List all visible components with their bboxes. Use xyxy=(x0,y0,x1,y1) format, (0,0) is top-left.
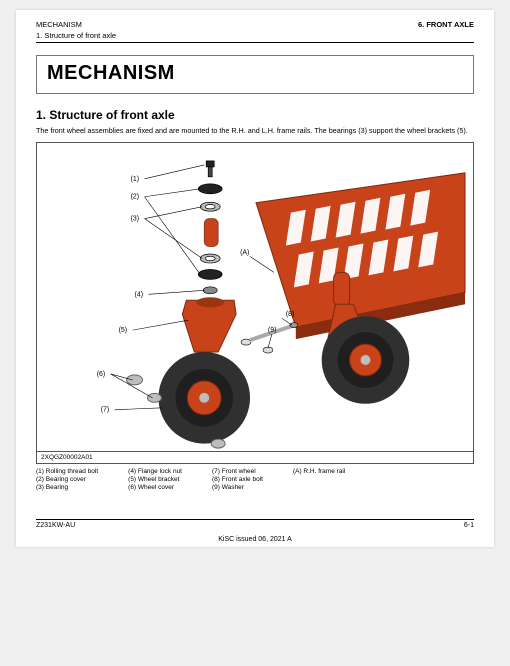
legend-col-2: (4) Flange lock nut (5) Wheel bracket (6… xyxy=(128,468,182,491)
svg-text:(8): (8) xyxy=(286,311,294,318)
svg-text:(9): (9) xyxy=(268,327,277,334)
header-left-top: MECHANISM xyxy=(36,20,82,29)
legend-item: (9) Washer xyxy=(212,484,263,491)
svg-text:(1): (1) xyxy=(131,176,140,183)
svg-text:(5): (5) xyxy=(119,327,128,334)
footer-center: KiSC issued 06, 2021 A xyxy=(16,536,494,543)
legend-item: (8) Front axle bolt xyxy=(212,476,263,483)
footer-left: Z231KW-AU xyxy=(36,522,75,529)
legend-col-1: (1) Rolling thread bolt (2) Bearing cove… xyxy=(36,468,98,491)
svg-text:(6): (6) xyxy=(97,371,106,378)
legend-item: (2) Bearing cover xyxy=(36,476,98,483)
title-box: MECHANISM xyxy=(36,55,474,94)
svg-text:(4): (4) xyxy=(135,291,144,298)
title-text: MECHANISM xyxy=(47,62,463,85)
header-right: 6. FRONT AXLE xyxy=(418,20,474,29)
header-row: MECHANISM 6. FRONT AXLE xyxy=(36,20,474,31)
header-left-sub: 1. Structure of front axle xyxy=(36,31,474,42)
footer: Z231KW-AU 6-1 xyxy=(36,519,474,529)
section-heading: 1. Structure of front axle xyxy=(36,108,474,122)
footer-right: 6-1 xyxy=(464,522,474,529)
section-paragraph: The front wheel assemblies are fixed and… xyxy=(36,126,474,136)
legend-item: (6) Wheel cover xyxy=(128,484,182,491)
legend-item: (7) Front wheel xyxy=(212,468,263,475)
svg-text:(7): (7) xyxy=(101,406,109,413)
figure-code: 2XQGZ00002A01 xyxy=(37,451,473,463)
legend-item: (A) R.H. frame rail xyxy=(293,468,345,475)
legend-item: (3) Bearing xyxy=(36,484,98,491)
exploded-diagram: (1) (2) (3) (4) (5) (6) (7) (A) (8) (9) xyxy=(37,143,473,452)
legend-col-4: (A) R.H. frame rail xyxy=(293,468,345,491)
figure-box: (1) (2) (3) (4) (5) (6) (7) (A) (8) (9) … xyxy=(36,142,474,465)
legend-item: (4) Flange lock nut xyxy=(128,468,182,475)
svg-text:(A): (A) xyxy=(240,249,249,256)
legend-item: (5) Wheel bracket xyxy=(128,476,182,483)
svg-text:(3): (3) xyxy=(131,215,140,222)
svg-text:(2): (2) xyxy=(131,193,140,200)
legend-col-3: (7) Front wheel (8) Front axle bolt (9) … xyxy=(212,468,263,491)
legend-item: (1) Rolling thread bolt xyxy=(36,468,98,475)
legend: (1) Rolling thread bolt (2) Bearing cove… xyxy=(36,468,474,491)
header-rule xyxy=(36,42,474,43)
page: MECHANISM 6. FRONT AXLE 1. Structure of … xyxy=(16,10,494,547)
